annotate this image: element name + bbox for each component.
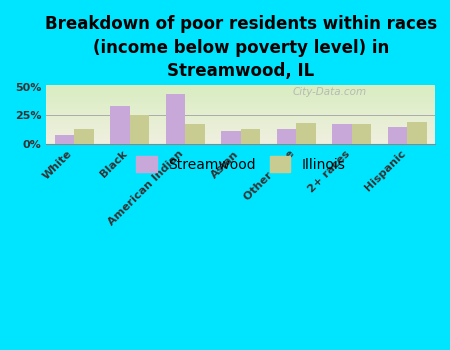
Bar — [110, 106, 130, 144]
Bar — [221, 131, 241, 144]
Bar — [130, 115, 149, 144]
Bar — [241, 129, 260, 144]
Bar — [407, 122, 427, 144]
Bar — [166, 94, 185, 144]
Bar — [332, 124, 352, 144]
Bar — [296, 123, 315, 144]
Legend: Streamwood, Illinois: Streamwood, Illinois — [130, 150, 351, 178]
Bar — [352, 124, 371, 144]
Bar — [55, 135, 74, 144]
Bar — [74, 129, 94, 144]
Title: Breakdown of poor residents within races
(income below poverty level) in
Streamw: Breakdown of poor residents within races… — [45, 15, 437, 80]
Bar — [388, 127, 407, 144]
Bar — [277, 129, 296, 144]
Bar — [185, 124, 205, 144]
Text: City-Data.com: City-Data.com — [293, 87, 367, 97]
